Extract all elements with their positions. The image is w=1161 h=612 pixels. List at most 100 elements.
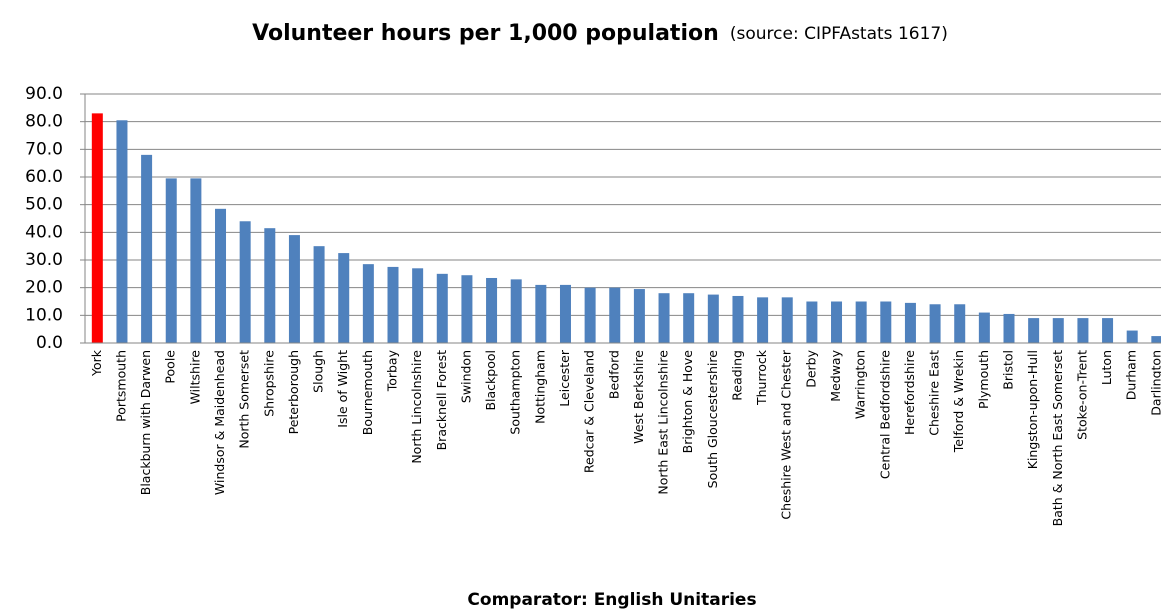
x-tick-label: Nottingham [532, 350, 547, 424]
bar [1151, 336, 1161, 343]
x-tick-label: Windsor & Maidenhead [212, 350, 227, 495]
chart-title-group: Volunteer hours per 1,000 population (so… [252, 21, 948, 46]
x-tick-label: Brighton & Hove [680, 350, 695, 454]
x-tick-label: Durham [1124, 350, 1139, 400]
x-tick-label: Bath & North East Somerset [1050, 350, 1065, 526]
y-tick-label: 70.0 [25, 139, 63, 159]
bar [658, 293, 670, 343]
bar [239, 221, 251, 343]
bar [757, 297, 769, 343]
x-tick-label: Poole [163, 350, 178, 384]
bar [559, 284, 571, 343]
bar [1126, 330, 1138, 343]
x-tick-label: Blackburn with Darwen [138, 350, 153, 495]
x-tick-label: Shropshire [261, 350, 276, 417]
bar [880, 301, 892, 343]
x-tick-label: Swindon [458, 350, 473, 403]
bar [510, 279, 522, 343]
bar [486, 277, 498, 343]
x-tick-label: Reading [729, 350, 744, 401]
x-tick-label: Portsmouth [113, 350, 128, 422]
x-tick-label: Plymouth [976, 350, 991, 409]
bar [264, 228, 276, 343]
bar [584, 287, 596, 343]
x-tick-label: Kingston-upon-Hull [1025, 350, 1040, 469]
y-tick-label: 10.0 [25, 305, 63, 325]
chart-source: (source: CIPFAstats 1617) [730, 24, 948, 44]
x-tick-label: Darlington [1148, 350, 1161, 416]
bar [1003, 313, 1015, 343]
bar [288, 235, 300, 343]
bar [855, 301, 867, 343]
bar [732, 295, 744, 343]
x-tick-label: South Gloucestershire [705, 350, 720, 489]
bar [609, 287, 621, 343]
bar [338, 253, 350, 343]
x-tick-label: Southampton [508, 350, 523, 435]
x-tick-label: Blackpool [483, 350, 498, 411]
y-tick-label: 0.0 [36, 333, 63, 353]
x-tick-label: Slough [311, 350, 326, 393]
bar [535, 284, 547, 343]
x-tick-label: Herefordshire [902, 350, 917, 435]
x-tick-label: Bedford [606, 350, 621, 399]
x-tick-label: Wiltshire [187, 350, 202, 405]
chart-title: Volunteer hours per 1,000 population [252, 21, 719, 46]
x-tick-label: Bournemouth [360, 350, 375, 435]
y-tick-label: 30.0 [25, 250, 63, 270]
x-tick-label: Luton [1099, 350, 1114, 385]
bar [91, 113, 103, 343]
x-tick-label: Bristol [1001, 350, 1016, 390]
bar [806, 301, 818, 343]
x-tick-label: Central Bedfordshire [877, 350, 892, 479]
x-tick-label: North Somerset [237, 350, 252, 449]
bar [831, 301, 843, 343]
bar [781, 297, 793, 343]
x-tick-label: North Lincolnshire [409, 350, 424, 464]
bar [1102, 318, 1114, 343]
x-tick-label: Medway [828, 349, 843, 401]
x-tick-label: Redcar & Cleveland [582, 350, 597, 473]
bar [954, 304, 966, 343]
bar [461, 275, 473, 343]
bar [165, 178, 177, 343]
x-tick-label: Cheshire West and Chester [779, 349, 794, 519]
x-tick-label: Derby [803, 349, 818, 387]
bar [929, 304, 941, 343]
y-tick-label: 90.0 [25, 84, 63, 104]
bar [313, 246, 325, 343]
bar [683, 293, 695, 343]
bar [190, 178, 202, 343]
bar [215, 208, 227, 343]
x-tick-label: Thurrock [754, 349, 769, 406]
y-tick-label: 50.0 [25, 195, 63, 215]
x-tick-label: Cheshire East [927, 350, 942, 436]
bar [116, 120, 128, 344]
bar [904, 302, 916, 343]
bar [707, 294, 719, 343]
bar [387, 266, 399, 343]
x-tick-label: York [89, 349, 104, 377]
y-tick-label: 20.0 [25, 278, 63, 298]
bar [1028, 318, 1040, 343]
y-tick-label: 80.0 [25, 112, 63, 132]
bar [1077, 318, 1089, 343]
x-tick-label: Leicester [557, 349, 572, 407]
x-tick-label: Isle of Wight [335, 350, 350, 428]
x-tick-label: Stoke-on-Trent [1074, 350, 1089, 440]
x-tick-label: Torbay [385, 349, 400, 392]
x-axis-label: Comparator: English Unitaries [467, 590, 756, 610]
bar [412, 268, 424, 343]
x-tick-label: Bracknell Forest [434, 350, 449, 450]
bar [436, 273, 448, 343]
bar [633, 289, 645, 343]
bar [141, 154, 153, 343]
x-tick-label: Telford & Wrekin [951, 350, 966, 453]
x-tick-label: West Berkshire [631, 350, 646, 444]
y-tick-label: 60.0 [25, 167, 63, 187]
bar [362, 264, 374, 343]
x-tick-label: Warrington [853, 350, 868, 419]
bar [978, 312, 990, 343]
x-tick-label: Peterborough [286, 350, 301, 434]
